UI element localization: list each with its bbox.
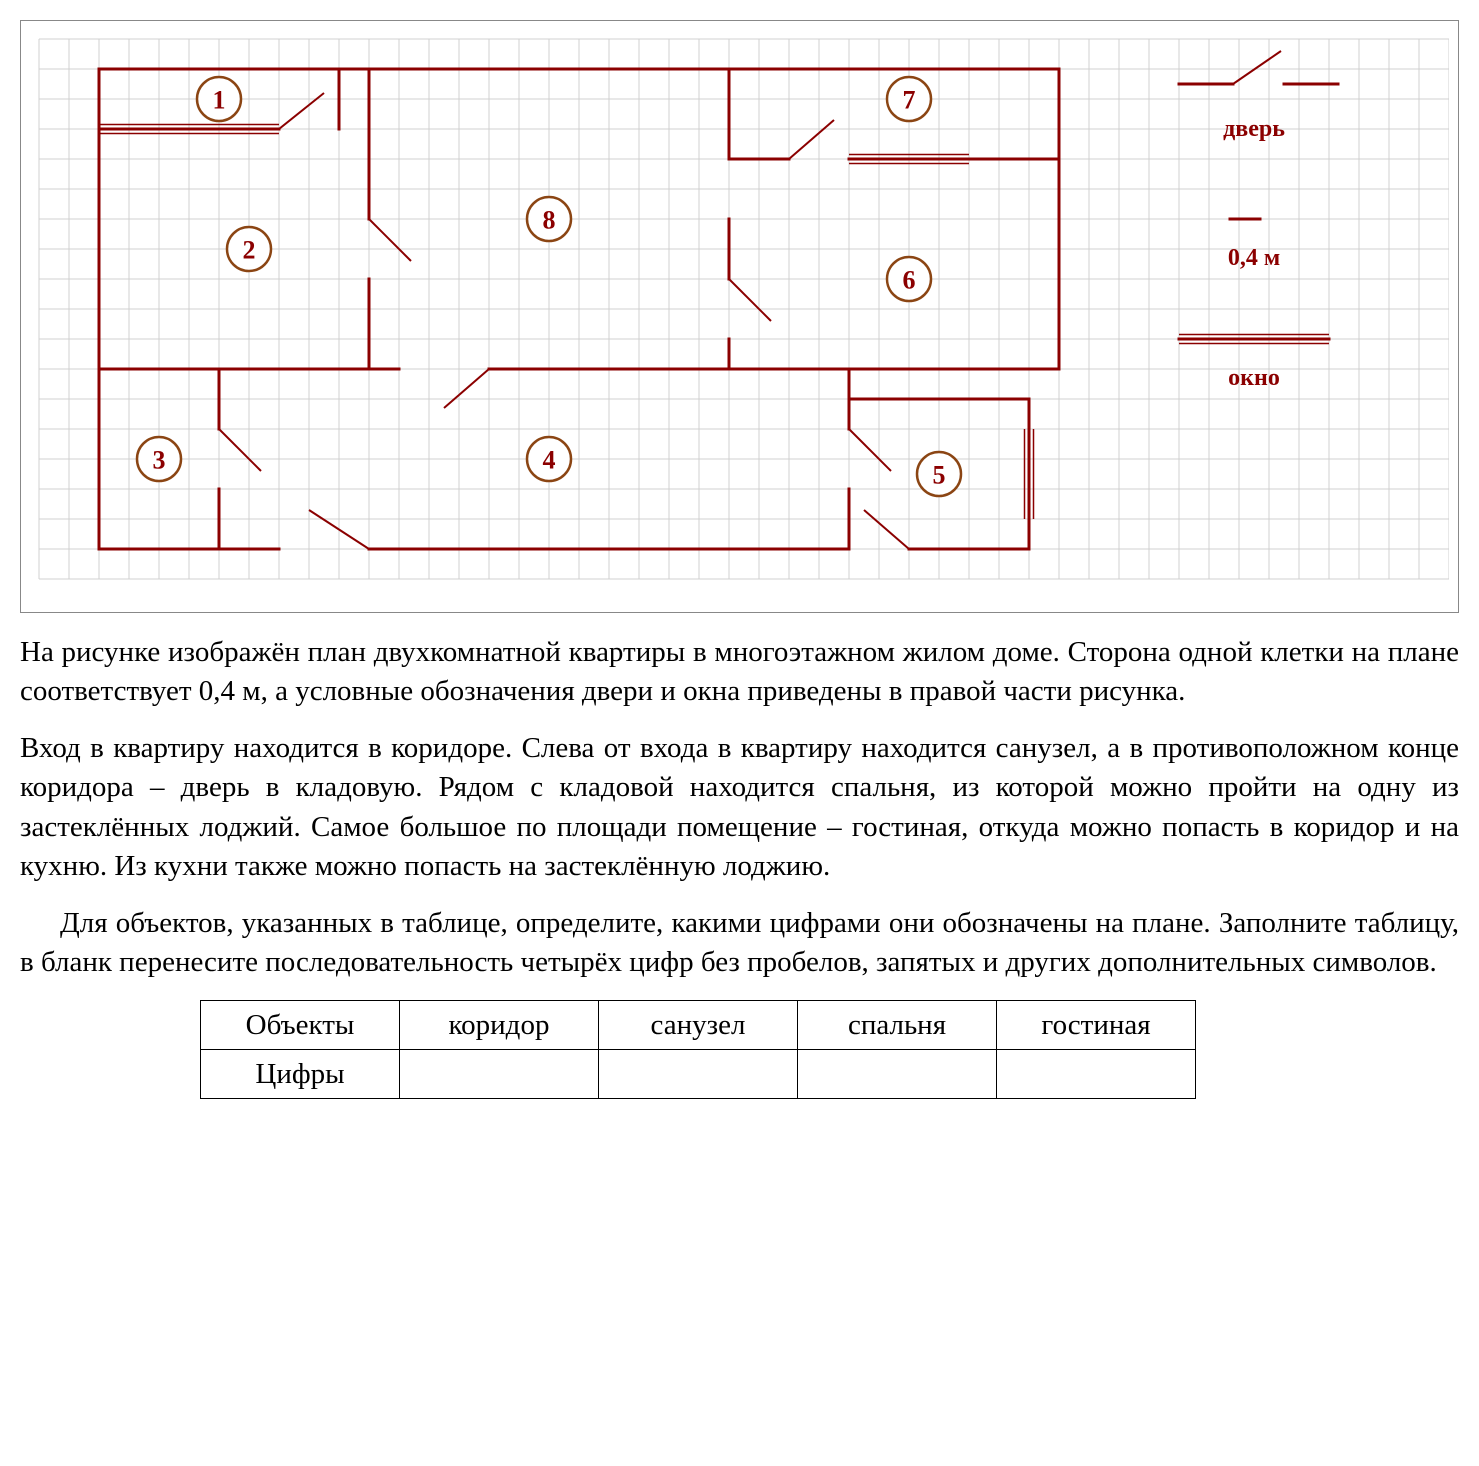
- svg-text:2: 2: [243, 236, 256, 265]
- table-val-3[interactable]: [997, 1050, 1196, 1099]
- svg-text:дверь: дверь: [1223, 116, 1285, 142]
- problem-text: На рисунке изображён план двухкомнатной …: [20, 633, 1459, 982]
- svg-text:6: 6: [903, 266, 916, 295]
- svg-text:0,4 м: 0,4 м: [1228, 245, 1280, 271]
- table-col-3: гостиная: [997, 1001, 1196, 1050]
- floorplan: дверь 0,4 м окно 1 2 3 4 5 6 7 8: [20, 20, 1459, 613]
- paragraph-1: На рисунке изображён план двухкомнатной …: [20, 633, 1459, 711]
- paragraph-3: Для объектов, указанных в таблице, опред…: [20, 904, 1459, 982]
- table-col-1: санузел: [599, 1001, 798, 1050]
- svg-text:окно: окно: [1228, 365, 1280, 391]
- table-val-2[interactable]: [798, 1050, 997, 1099]
- svg-text:3: 3: [153, 446, 166, 475]
- table-col-0: коридор: [400, 1001, 599, 1050]
- table-col-2: спальня: [798, 1001, 997, 1050]
- svg-text:8: 8: [543, 206, 556, 235]
- paragraph-2: Вход в квартиру находится в коридоре. Сл…: [20, 729, 1459, 886]
- svg-text:5: 5: [933, 461, 946, 490]
- table-row-label: Цифры: [201, 1050, 400, 1099]
- table-val-1[interactable]: [599, 1050, 798, 1099]
- svg-text:7: 7: [903, 86, 916, 115]
- svg-text:1: 1: [213, 86, 226, 115]
- answer-table: Объекты коридор санузел спальня гостиная…: [200, 1000, 1196, 1099]
- table-val-0[interactable]: [400, 1050, 599, 1099]
- table-header-label: Объекты: [201, 1001, 400, 1050]
- floorplan-svg: дверь 0,4 м окно 1 2 3 4 5 6 7 8: [29, 29, 1449, 599]
- svg-text:4: 4: [543, 446, 556, 475]
